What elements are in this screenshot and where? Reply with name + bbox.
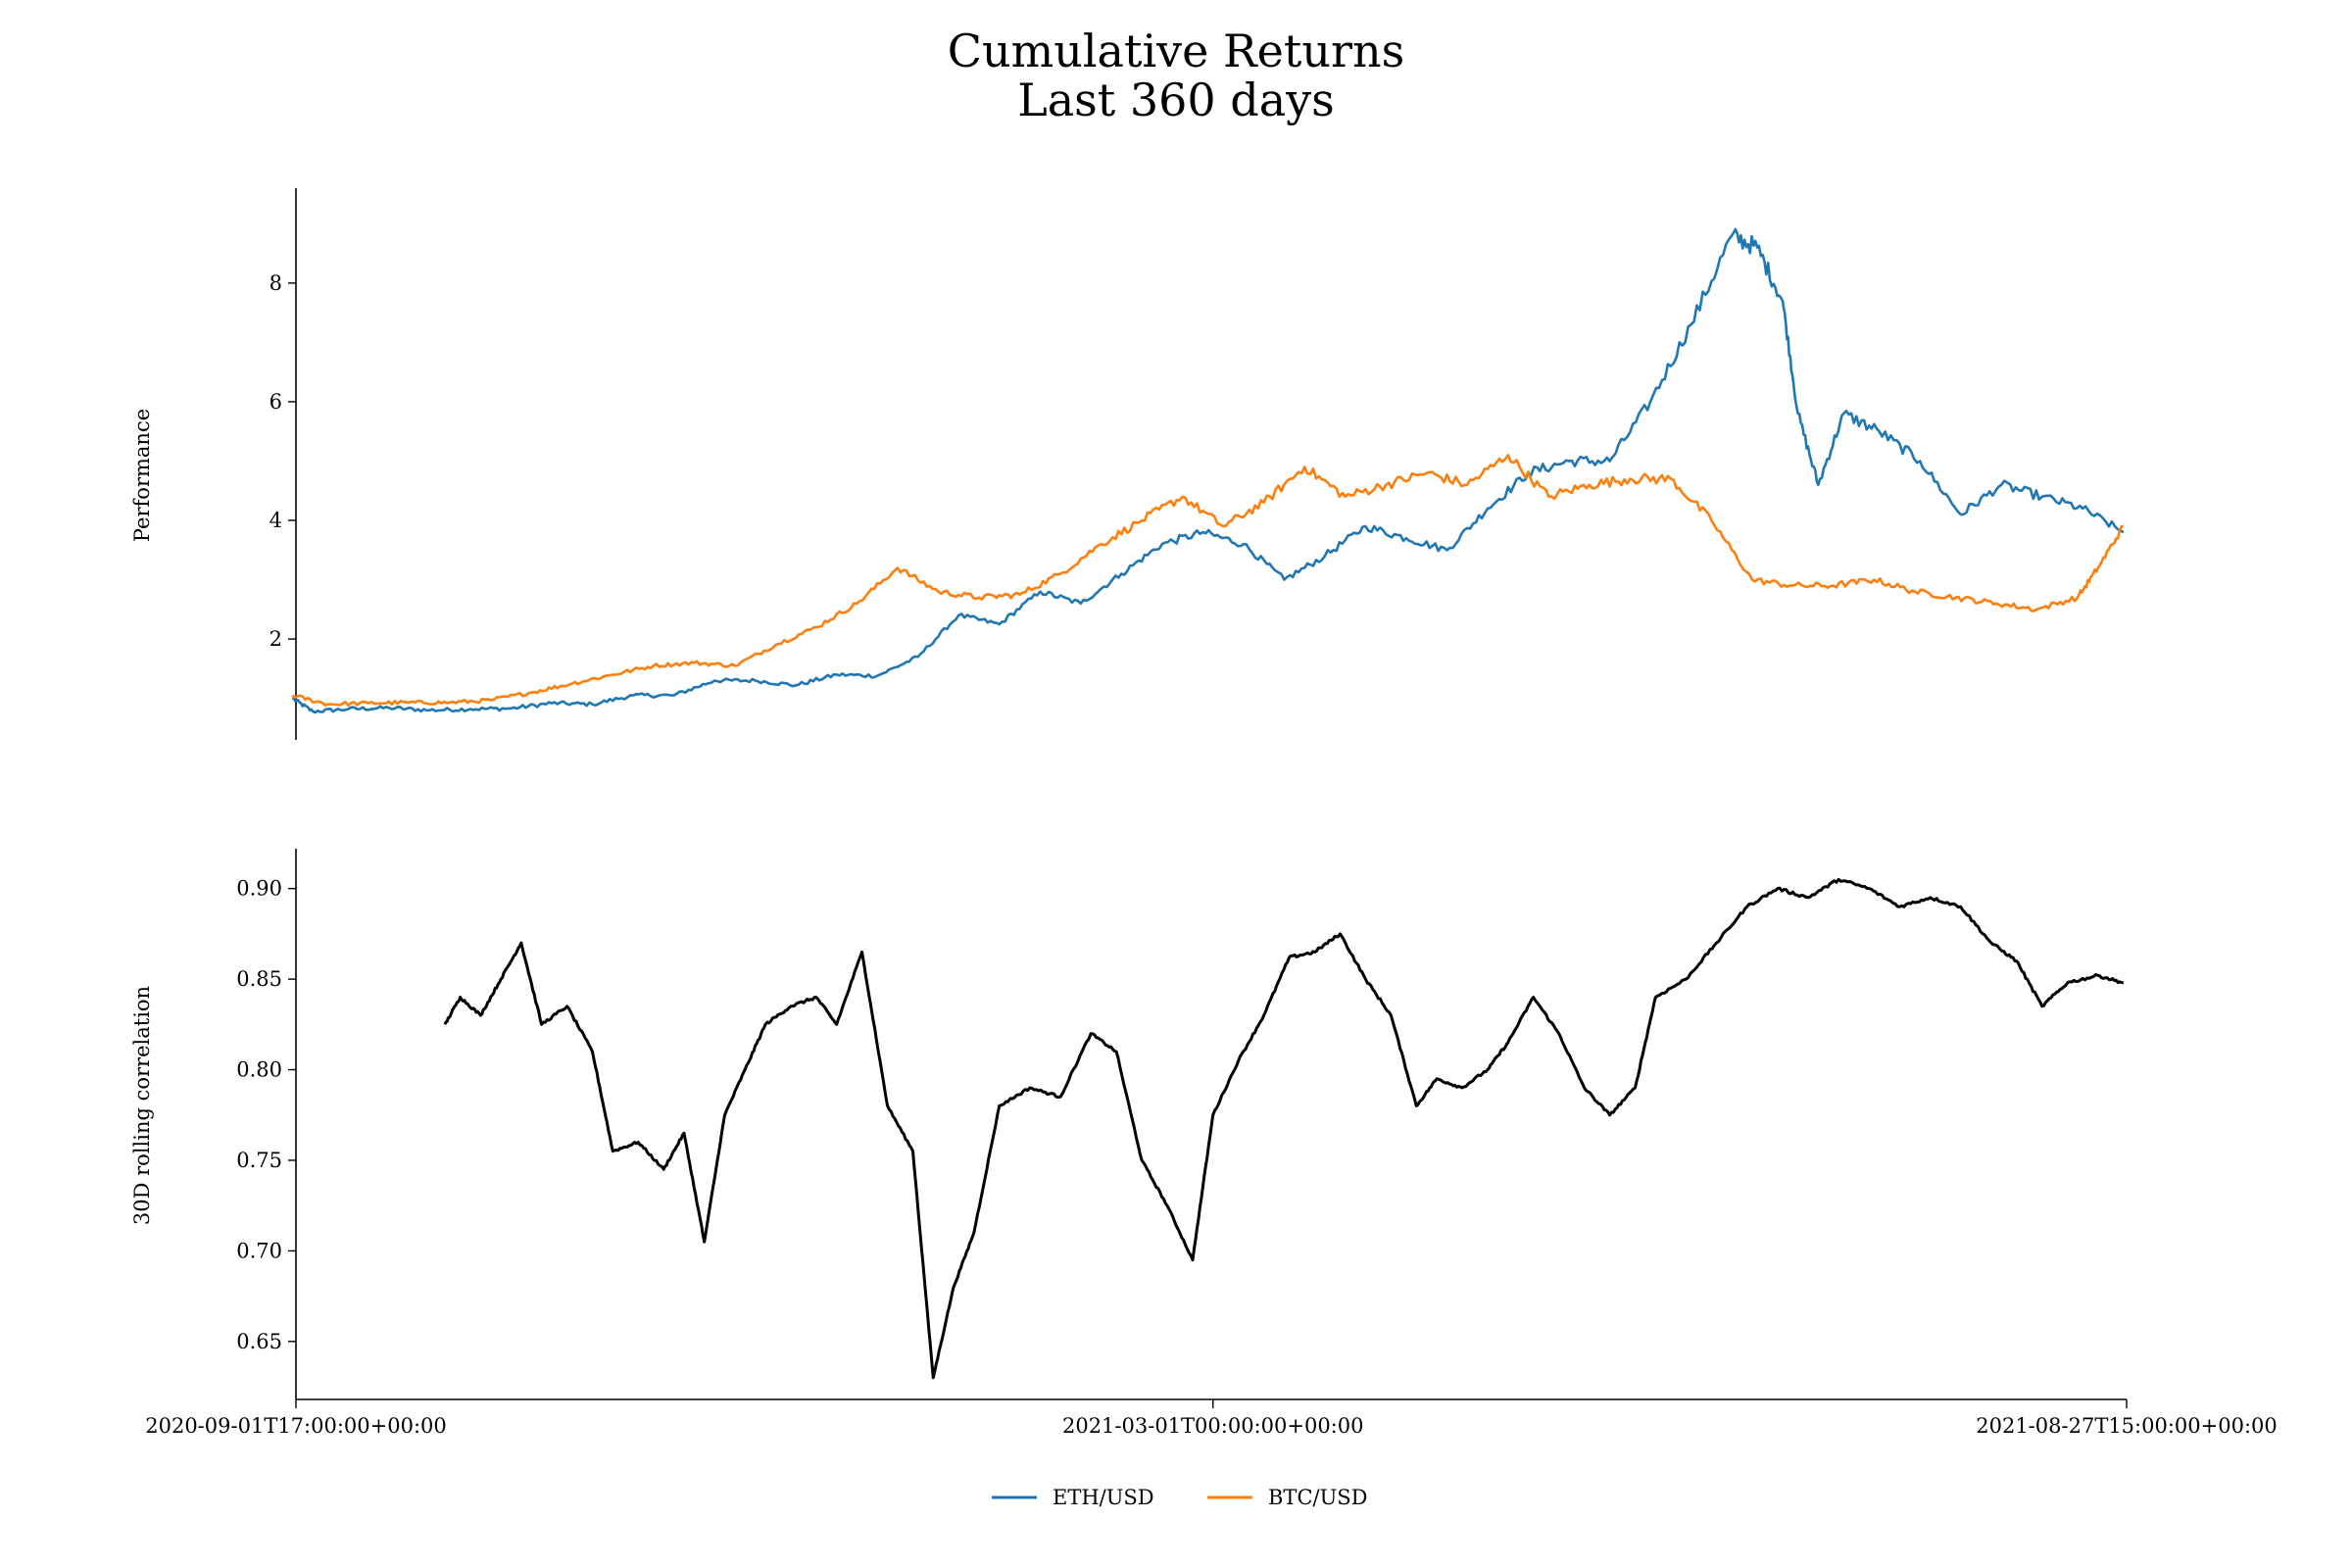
legend-label-eth-usd: ETH/USD (1053, 1486, 1154, 1509)
bottom-ytick-label: 0.75 (236, 1149, 282, 1172)
top-ytick-label: 2 (270, 627, 282, 651)
top-ytick-label: 8 (270, 271, 282, 295)
bottom-ytick-label: 0.85 (236, 967, 282, 991)
bottom-lines (443, 877, 2125, 1380)
x-ticks: 2020-09-01T17:00:00+00:00 2021-03-01T00:0… (145, 1399, 2278, 1438)
chart-title-line-1: Cumulative Returns (948, 24, 1404, 77)
bottom-ytick-label: 0.90 (236, 877, 282, 901)
eth-usd-line (292, 227, 2125, 714)
correlation-line (443, 877, 2125, 1380)
legend-label-btc-usd: BTC/USD (1268, 1486, 1368, 1509)
xtick-label: 2020-09-01T17:00:00+00:00 (145, 1414, 447, 1438)
btc-usd-line (291, 454, 2124, 708)
bottom-axes: 0.65 0.70 0.75 0.80 0.85 0.90 (236, 849, 2127, 1400)
top-axes: 2 4 6 8 (270, 188, 297, 740)
top-lines (291, 227, 2125, 714)
xtick-label: 2021-03-01T00:00:00+00:00 (1062, 1414, 1364, 1438)
bottom-ytick-label: 0.65 (236, 1330, 282, 1353)
bottom-ylabel: 30D rolling correlation (130, 986, 154, 1225)
legend: ETH/USD BTC/USD (992, 1486, 1368, 1509)
bottom-ytick-label: 0.70 (236, 1239, 282, 1262)
chart-title-line-2: Last 360 days (1017, 74, 1335, 126)
top-ytick-label: 4 (270, 509, 282, 532)
top-ytick-label: 6 (270, 390, 282, 414)
top-ylabel: Performance (130, 409, 154, 542)
bottom-ytick-label: 0.80 (236, 1058, 282, 1082)
xtick-label: 2021-08-27T15:00:00+00:00 (1976, 1414, 2278, 1438)
